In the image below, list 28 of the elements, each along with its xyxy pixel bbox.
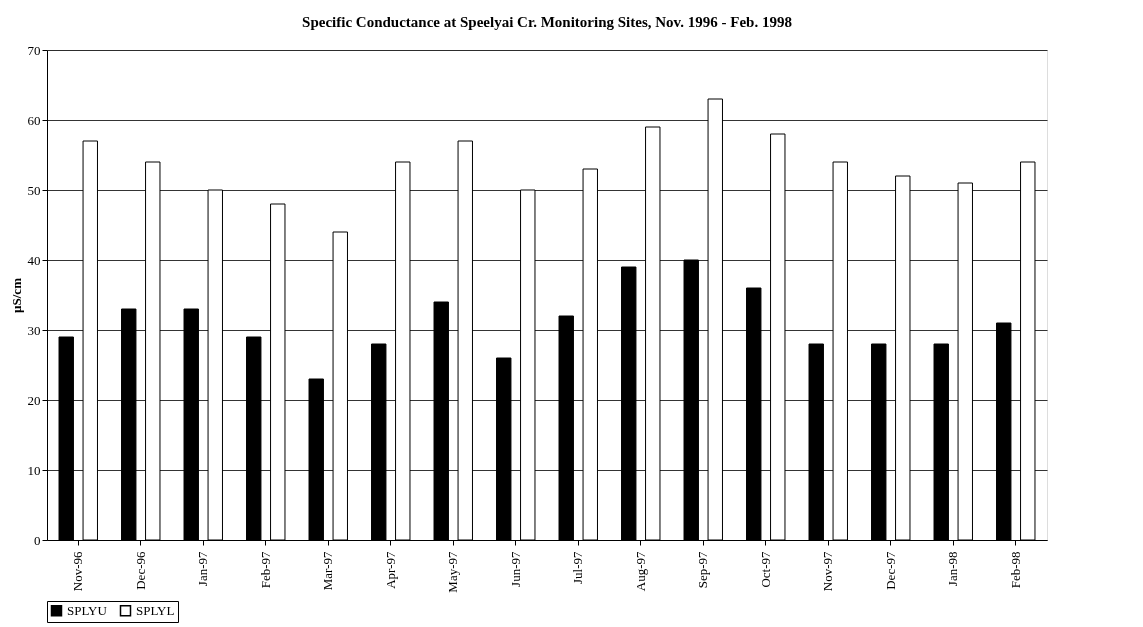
y-tick-label: 10	[27, 462, 41, 478]
y-axis-title: µS/cm	[8, 277, 24, 313]
x-tick-label: Nov-96	[70, 551, 86, 592]
x-tick-label: May-97	[445, 551, 461, 593]
legend-label: SPLYU	[67, 602, 108, 618]
x-tick-label: Jan-97	[195, 551, 211, 587]
y-tick-label: 20	[27, 392, 41, 408]
x-tick-label: Dec-96	[132, 551, 148, 590]
x-tick-label: Aug-97	[632, 551, 648, 592]
x-tick-label: Jun-97	[507, 551, 523, 587]
x-tick-label: Oct-97	[757, 551, 773, 588]
y-tick-label: 0	[34, 532, 41, 548]
x-tick-label: Feb-97	[257, 551, 273, 589]
x-tick-label: Nov-97	[820, 551, 836, 592]
x-tick-label: Feb-98	[1007, 551, 1023, 589]
x-tick-label: Sep-97	[695, 551, 711, 589]
legend-label: SPLYL	[136, 602, 175, 618]
x-tick-label: Mar-97	[320, 551, 336, 591]
y-tick-label: 30	[27, 322, 41, 338]
x-tick-label: Jan-98	[945, 551, 961, 587]
x-tick-label: Jul-97	[570, 551, 586, 584]
y-tick-label: 60	[27, 112, 41, 128]
y-tick-label: 40	[27, 252, 41, 268]
x-tick-label: Dec-97	[882, 551, 898, 590]
y-tick-label: 70	[27, 42, 41, 58]
x-tick-label: Apr-97	[382, 551, 398, 589]
chart-title: Specific Conductance at Speelyai Cr. Monitoring Sites, Nov. 1996 - Feb. 1998	[302, 14, 792, 30]
y-tick-label: 50	[27, 182, 41, 198]
